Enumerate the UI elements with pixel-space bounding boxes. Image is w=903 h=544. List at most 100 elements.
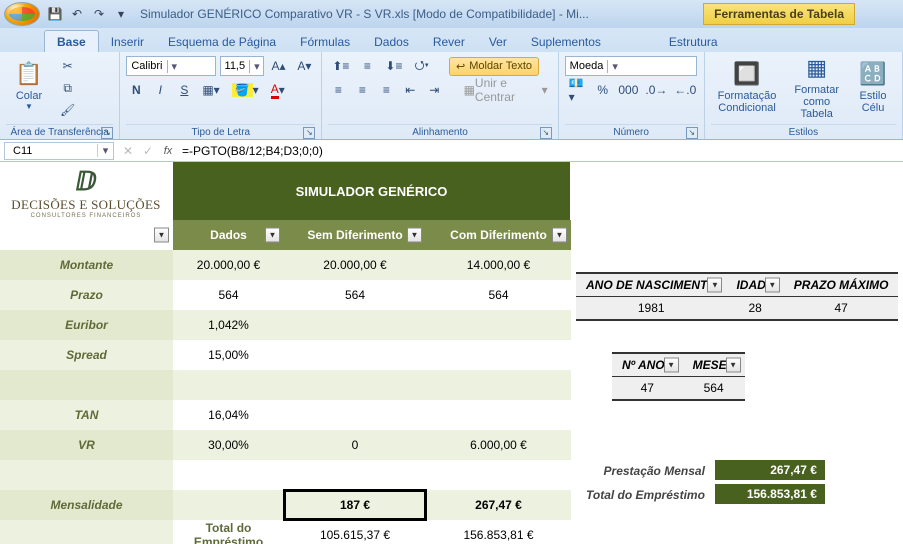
col-sem[interactable]: Sem Diferimento▼ [284,220,426,250]
merge-center-button[interactable]: ▦ Unir e Centrar ▾ [460,80,552,100]
format-as-table-button[interactable]: ▦Formatar como Tabela [787,48,846,124]
comma-button[interactable]: 000 [617,80,640,100]
cell[interactable] [284,400,426,430]
clipboard-launcher-icon[interactable]: ↘ [101,127,113,139]
col-com[interactable]: Com Diferimento▼ [426,220,571,250]
tab-formulas[interactable]: Fórmulas [288,31,362,52]
qat-undo-icon[interactable]: ↶ [68,5,86,23]
col-anos[interactable]: Nº ANOS▼ [612,353,683,377]
decrease-decimal-button[interactable]: ←.0 [673,80,698,100]
font-launcher-icon[interactable]: ↘ [303,127,315,139]
cell[interactable]: 20.000,00 € [284,250,426,280]
indent-increase-button[interactable]: ⇥ [424,80,444,100]
filter-button[interactable]: ▼ [765,278,780,293]
cell[interactable]: 564 [173,280,284,310]
cell[interactable]: 564 [284,280,426,310]
number-format-combo[interactable]: Moeda▾ [565,56,697,76]
font-name-combo[interactable]: Calibri▾ [126,56,215,76]
office-button[interactable] [4,2,40,26]
tab-inserir[interactable]: Inserir [99,31,156,52]
cell[interactable] [173,460,284,490]
fx-icon[interactable]: fx [158,145,178,157]
italic-button[interactable]: I [150,80,170,100]
align-middle-button[interactable]: ≡ [357,56,377,76]
format-painter-button[interactable]: 🖌 [56,100,79,120]
cell[interactable] [173,370,284,400]
col-dados[interactable]: Dados▼ [173,220,284,250]
cell[interactable] [173,490,284,520]
cell[interactable]: 267,47 € [426,490,571,520]
cell[interactable] [284,370,426,400]
tab-suplementos[interactable]: Suplementos [519,31,613,52]
tab-esquema[interactable]: Esquema de Página [156,31,288,52]
font-size-combo[interactable]: 11,5▾ [220,56,264,76]
cell[interactable] [284,460,426,490]
shrink-font-button[interactable]: A▾ [293,56,315,76]
accounting-format-button[interactable]: 💶▾ [565,80,589,100]
cell[interactable]: 20.000,00 € [173,250,284,280]
indent-decrease-button[interactable]: ⇤ [400,80,420,100]
cell[interactable] [426,400,571,430]
cell[interactable]: 16,04% [173,400,284,430]
font-color-button[interactable]: A▾ [267,80,289,100]
cell[interactable]: 30,00% [173,430,284,460]
border-button[interactable]: ▦▾ [198,80,223,100]
col-idade[interactable]: IDADE▼ [726,273,783,297]
selected-cell[interactable]: 187 € [284,490,426,520]
copy-button[interactable]: ⧉ [56,78,79,98]
cell[interactable] [284,310,426,340]
cell[interactable]: 1981 [576,297,726,321]
cell[interactable]: 0 [284,430,426,460]
cell[interactable] [284,340,426,370]
wrap-text-button[interactable]: ↩Moldar Texto [449,57,539,76]
formula-input[interactable] [178,142,903,160]
cell[interactable]: Total do Empréstimo [173,520,284,544]
cell[interactable]: 14.000,00 € [426,250,571,280]
qat-dropdown-icon[interactable]: ▾ [112,5,130,23]
col-meses[interactable]: MESES▼ [683,353,745,377]
col-prazo-max[interactable]: PRAZO MÁXIMO [784,273,899,297]
cell[interactable]: 28 [726,297,783,321]
filter-button[interactable]: ▼ [407,228,422,243]
underline-button[interactable]: S [174,80,194,100]
cell[interactable] [426,460,571,490]
filter-button[interactable]: ▼ [552,228,567,243]
cell[interactable]: 1,042% [173,310,284,340]
tab-ver[interactable]: Ver [477,31,519,52]
fill-color-button[interactable]: 🪣▾ [228,80,263,100]
increase-decimal-button[interactable]: .0→ [644,80,669,100]
conditional-formatting-button[interactable]: 🔲Formatação Condicional [711,54,784,118]
align-launcher-icon[interactable]: ↘ [540,127,552,139]
enter-formula-icon[interactable]: ✓ [138,141,158,161]
tab-estrutura[interactable]: Estrutura [657,31,730,52]
cell[interactable]: 15,00% [173,340,284,370]
namebox-dropdown-icon[interactable]: ▾ [97,144,113,157]
cell[interactable]: 564 [683,377,745,401]
cell[interactable] [426,310,571,340]
paste-dropdown-icon[interactable]: ▼ [25,102,33,111]
qat-redo-icon[interactable]: ↷ [90,5,108,23]
number-launcher-icon[interactable]: ↘ [686,127,698,139]
cell[interactable]: 564 [426,280,571,310]
cell[interactable]: 156.853,81 € [426,520,571,544]
bold-button[interactable]: N [126,80,146,100]
cell[interactable]: 47 [612,377,683,401]
cell[interactable]: 105.615,37 € [284,520,426,544]
orientation-button[interactable]: ⭯▾ [410,56,433,76]
qat-save-icon[interactable]: 💾 [46,5,64,23]
filter-button[interactable]: ▼ [707,278,722,293]
col-ano[interactable]: ANO DE NASCIMENTO▼ [576,273,726,297]
cell[interactable] [426,370,571,400]
align-top-button[interactable]: ⬆≡ [328,56,353,76]
tab-base[interactable]: Base [44,30,99,52]
grow-font-button[interactable]: A▴ [268,56,290,76]
worksheet[interactable]: ⅅ DECISÕES E SOLUÇÕES CONSULTORES FINANC… [0,162,903,544]
tab-rever[interactable]: Rever [421,31,477,52]
align-bottom-button[interactable]: ⬇≡ [381,56,406,76]
tab-dados[interactable]: Dados [362,31,421,52]
cell[interactable]: 47 [784,297,899,321]
filter-button[interactable]: ▼ [664,358,679,373]
filter-button[interactable]: ▼ [154,228,169,243]
cell[interactable] [426,340,571,370]
name-box[interactable]: C11▾ [4,142,114,160]
